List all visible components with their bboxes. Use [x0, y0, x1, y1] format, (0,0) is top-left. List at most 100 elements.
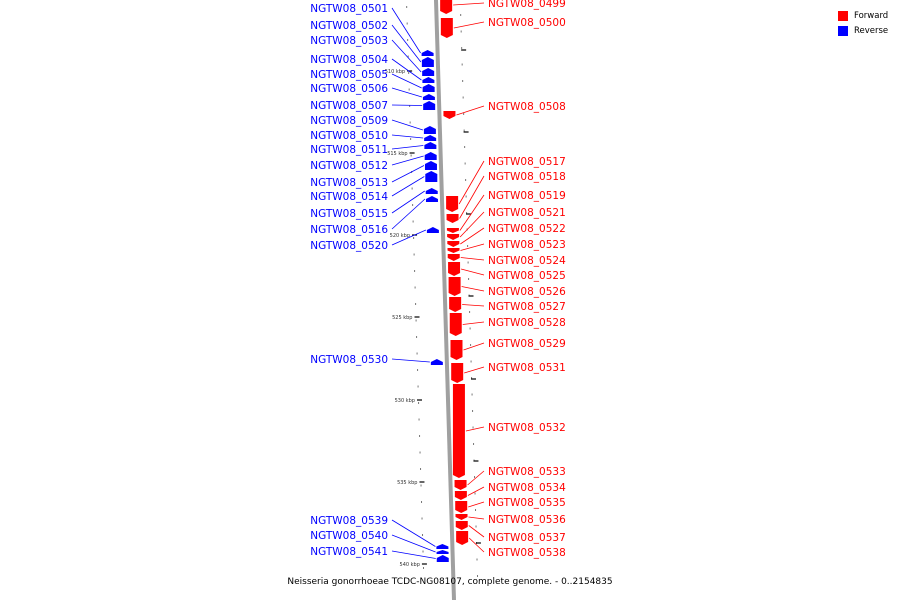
minor-tick-mark: [418, 418, 420, 421]
minor-tick-mark: [409, 105, 411, 107]
minor-tick-mark: [415, 319, 417, 322]
gene-label: NGTW08_0508: [488, 101, 566, 113]
minor-tick-mark: [410, 138, 412, 140]
gene-label: NGTW08_0514: [310, 191, 388, 203]
minor-tick-mark: [474, 476, 476, 478]
gene-label: NGTW08_0512: [310, 160, 388, 172]
minor-tick-mark: [471, 377, 473, 379]
gene-label: NGTW08_0516: [310, 224, 388, 236]
gene-label: NGTW08_0513: [310, 177, 388, 189]
legend-forward-label: Forward: [854, 10, 889, 21]
gene-label: NGTW08_0505: [310, 69, 388, 81]
minor-tick-mark: [419, 435, 421, 437]
gene-connector: [391, 104, 423, 106]
minor-tick-mark: [460, 14, 462, 16]
gene-arrow: [451, 363, 464, 383]
gene-arrow: [440, 18, 453, 38]
gene-connector: [464, 366, 485, 374]
gene-arrow: [425, 196, 438, 202]
gene-arrow: [449, 297, 462, 312]
gene-connector: [460, 243, 485, 251]
gene-connector: [467, 486, 485, 496]
minor-tick-mark: [418, 402, 420, 404]
gene-connector: [391, 534, 436, 553]
gene-label: NGTW08_0499: [488, 0, 566, 10]
gene-connector: [459, 175, 485, 219]
gene-label: NGTW08_0518: [488, 171, 566, 183]
gene-label: NGTW08_0538: [488, 547, 566, 559]
minor-tick-mark: [470, 344, 472, 346]
gene-arrow: [448, 262, 461, 276]
gene-connector: [463, 342, 485, 351]
legend-forward: Forward: [838, 8, 888, 23]
minor-tick-mark: [475, 525, 477, 528]
minor-tick-mark: [464, 162, 466, 165]
gene-connector: [467, 470, 485, 486]
minor-tick-mark: [419, 451, 421, 454]
minor-tick-mark: [412, 204, 414, 206]
genome-backbone: [434, 0, 456, 600]
gene-label: NGTW08_0527: [488, 301, 566, 313]
minor-tick-mark: [408, 88, 410, 91]
gene-connector: [453, 2, 485, 6]
gene-connector: [391, 165, 425, 183]
gene-label: NGTW08_0536: [488, 514, 566, 526]
minor-tick-mark: [474, 492, 476, 495]
minor-tick-mark: [475, 509, 477, 511]
gene-label: NGTW08_0525: [488, 270, 566, 282]
gene-connector: [459, 211, 485, 238]
gene-arrow: [425, 188, 438, 194]
gene-arrow: [425, 171, 438, 182]
gene-connector: [460, 257, 485, 261]
minor-tick-mark: [422, 550, 424, 553]
minor-tick-mark: [461, 47, 463, 49]
gene-arrow: [454, 480, 467, 490]
gene-label: NGTW08_0526: [488, 286, 566, 298]
minor-tick-mark: [462, 96, 464, 99]
gene-connector: [465, 426, 485, 432]
legend-reverse-label: Reverse: [854, 25, 889, 36]
minor-tick-mark: [472, 410, 474, 412]
gene-arrow: [422, 77, 435, 83]
gene-connector: [391, 58, 422, 81]
minor-tick-mark: [467, 261, 469, 264]
reverse-swatch: [838, 25, 848, 36]
gene-connector: [391, 198, 426, 230]
minor-tick-mark: [408, 72, 410, 74]
gene-label: NGTW08_0541: [310, 546, 388, 558]
gene-connector: [391, 358, 430, 363]
minor-tick-mark: [413, 237, 415, 239]
gene-arrow: [424, 152, 437, 160]
gene-connector: [391, 24, 422, 63]
minor-tick-mark: [462, 80, 464, 82]
minor-tick-mark: [410, 154, 412, 157]
minor-tick-mark: [406, 6, 408, 8]
gene-arrow: [423, 101, 436, 110]
gene-connector: [462, 321, 485, 325]
minor-tick-mark: [422, 534, 424, 536]
minor-tick-mark: [412, 220, 414, 223]
gene-label: NGTW08_0504: [310, 54, 388, 66]
gene-connector: [391, 87, 423, 98]
scale-tick-label: 535 kbp: [397, 480, 417, 486]
gene-arrow: [446, 196, 459, 212]
minor-tick-mark: [421, 517, 423, 520]
gene-arrow: [452, 384, 465, 478]
minor-tick-mark: [420, 484, 422, 487]
gene-label: NGTW08_0500: [488, 17, 566, 29]
gene-label: NGTW08_0502: [310, 20, 388, 32]
gene-connector: [461, 286, 485, 292]
gene-arrow: [440, 0, 453, 14]
minor-tick-mark: [409, 121, 411, 124]
gene-arrow: [454, 491, 467, 500]
gene-arrow: [455, 514, 468, 520]
gene-arrow: [436, 555, 449, 562]
gene-connector: [391, 176, 425, 197]
minor-tick-mark: [465, 179, 467, 181]
gene-label: NGTW08_0528: [488, 317, 566, 329]
gene-label: NGTW08_0537: [488, 532, 566, 544]
gene-label: NGTW08_0506: [310, 83, 388, 95]
gene-label: NGTW08_0539: [310, 515, 388, 527]
gene-connector: [460, 268, 485, 276]
gene-label: NGTW08_0521: [488, 207, 566, 219]
